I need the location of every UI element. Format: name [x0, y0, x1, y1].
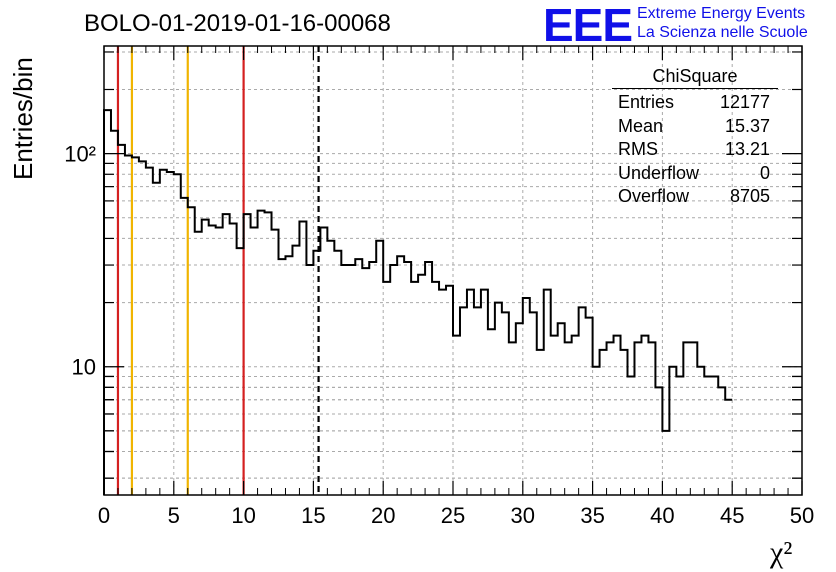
- stats-row: Entries 12177: [612, 91, 778, 115]
- x-tick-label: 10: [231, 503, 255, 528]
- x-tick-label: 15: [301, 503, 325, 528]
- x-tick-label: 45: [720, 503, 744, 528]
- logo-line-1: Extreme Energy Events: [637, 5, 806, 22]
- stats-row: Overflow 8705: [612, 185, 778, 209]
- stats-value: 12177: [719, 92, 770, 112]
- stats-label: RMS: [618, 139, 658, 159]
- x-tick-label: 35: [580, 503, 604, 528]
- tick-labels: 0 5 10 15 20 25 30 35 40 45 50 10 10²: [64, 142, 814, 528]
- x-tick-label: 5: [168, 503, 180, 528]
- x-tick-label: 20: [371, 503, 395, 528]
- chart-title: BOLO-01-2019-01-16-00068: [84, 10, 391, 37]
- logo-caption: Extreme Energy Events La Scienza nelle S…: [637, 4, 808, 42]
- stats-row: RMS 13.21: [612, 138, 778, 162]
- stats-label: Underflow: [618, 162, 700, 183]
- stats-label: Mean: [618, 115, 664, 136]
- tick-layer: [103, 46, 803, 495]
- stats-value: 13.21: [724, 139, 770, 159]
- stats-box: ChiSquare Entries 12177 Mean 15.37 RMS 13.2…: [612, 66, 778, 209]
- x-tick-label: 50: [790, 503, 814, 528]
- stats-label: Overflow: [618, 186, 690, 206]
- x-tick-label: 30: [511, 503, 535, 528]
- x-tick-label: 0: [98, 503, 110, 528]
- x-tick-label: 40: [650, 503, 674, 528]
- stats-row: Underflow 0: [612, 162, 778, 186]
- y-tick-label: 10²: [64, 142, 96, 167]
- stats-title: ChiSquare: [612, 66, 778, 89]
- x-axis-label: χ²: [770, 536, 793, 569]
- stats-value: 0: [759, 162, 770, 183]
- marker-layer: [116, 46, 320, 495]
- x-tick-label: 25: [441, 503, 465, 528]
- histogram-line: [103, 109, 733, 495]
- stats-row: Mean 15.37: [612, 115, 778, 139]
- y-axis-label: Entries/bin: [8, 57, 38, 180]
- logo-line-2: La Scienza nelle Scuole: [637, 24, 808, 41]
- grid-layer: [104, 46, 802, 495]
- eee-logo: EEE: [543, 0, 633, 51]
- y-tick-label: 10: [72, 355, 96, 380]
- stats-value: 8705: [729, 186, 770, 206]
- stats-value: 15.37: [724, 115, 770, 136]
- stats-label: Entries: [618, 92, 675, 112]
